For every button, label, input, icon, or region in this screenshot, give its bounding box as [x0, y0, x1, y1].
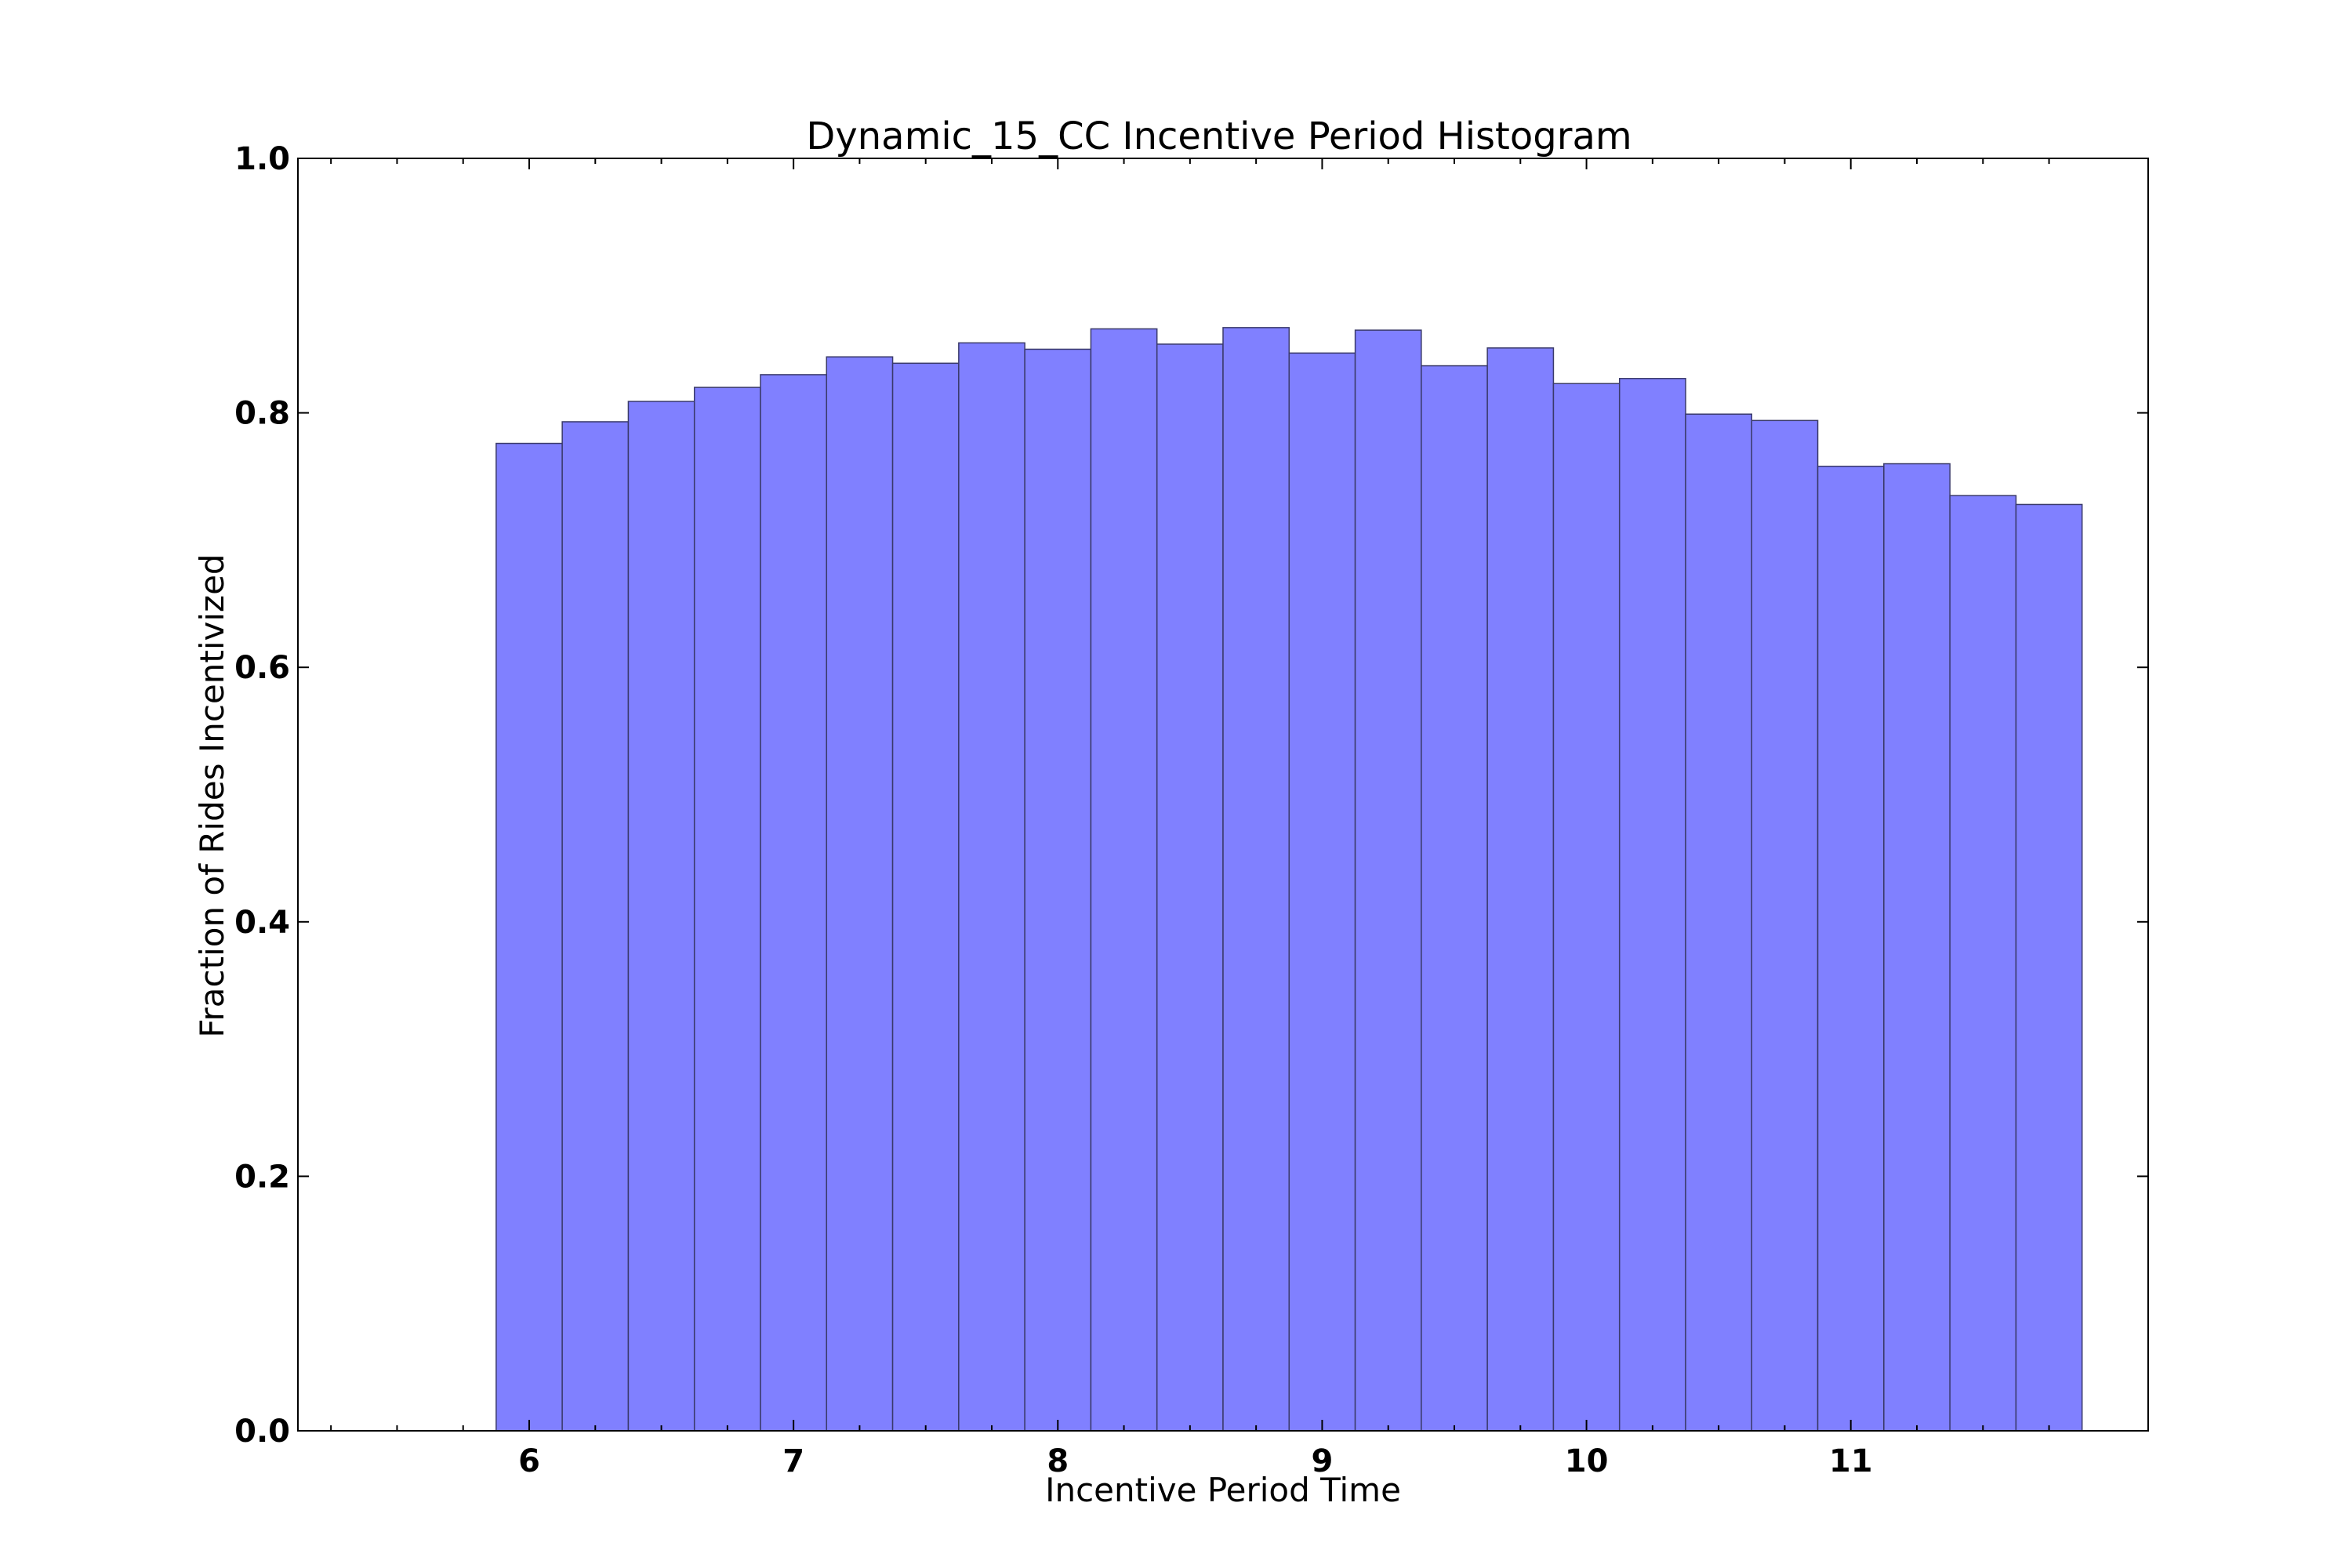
histogram-bar: [561, 421, 630, 1432]
ticks-group: [298, 158, 2148, 1432]
y-tick-label: 0.2: [234, 1159, 290, 1195]
histogram-bar: [958, 342, 1025, 1432]
y-axis-label: Fraction of Rides Incentivized: [193, 554, 231, 1037]
histogram-bar: [891, 362, 960, 1432]
histogram-bar: [1090, 328, 1158, 1432]
x-tick-label: 8: [1047, 1443, 1069, 1479]
y-tick-label: 0.4: [234, 905, 290, 941]
x-tick-label: 7: [782, 1443, 804, 1479]
histogram-bar: [1156, 343, 1224, 1432]
chart-title: Dynamic_15_CC Incentive Period Histogram: [806, 114, 1632, 158]
histogram-bar: [1486, 347, 1555, 1432]
y-tick-label: 0.8: [234, 396, 290, 432]
histogram-bar: [1354, 329, 1422, 1432]
histogram-bar: [760, 374, 828, 1432]
histogram-bar: [1817, 466, 1885, 1432]
histogram-bar: [1751, 419, 1819, 1432]
histogram-bar: [627, 401, 695, 1432]
histogram-bar: [2015, 503, 2083, 1432]
histogram-bar: [1421, 365, 1488, 1432]
histogram-bar: [495, 442, 563, 1432]
histogram-bar: [1552, 383, 1621, 1432]
histogram-bar: [1685, 413, 1753, 1432]
y-tick-label: 0.6: [234, 650, 290, 686]
histogram-bar: [1618, 378, 1686, 1432]
y-tick-label: 1.0: [234, 141, 290, 177]
axes-frame: [297, 158, 2149, 1432]
x-tick-label: 11: [1829, 1443, 1873, 1479]
x-tick-label: 6: [518, 1443, 540, 1479]
y-tick-label: 0.0: [234, 1414, 290, 1450]
histogram-bar: [693, 387, 761, 1432]
histogram-bar: [1024, 348, 1092, 1432]
x-axis-label: Incentive Period Time: [1045, 1471, 1401, 1509]
x-tick-label: 10: [1565, 1443, 1609, 1479]
tick-labels-group: 6 7 8 9 10 11 0.0 0.2 0.4 0.6 0.8 1.0: [234, 141, 1872, 1479]
x-tick-label: 9: [1312, 1443, 1334, 1479]
histogram-bar: [1288, 352, 1356, 1432]
histogram-bar: [1222, 327, 1290, 1432]
histogram-bar: [1949, 495, 2017, 1432]
histogram-bar: [1883, 463, 1951, 1432]
bars-group: [495, 327, 2083, 1432]
histogram-bar: [826, 356, 894, 1432]
